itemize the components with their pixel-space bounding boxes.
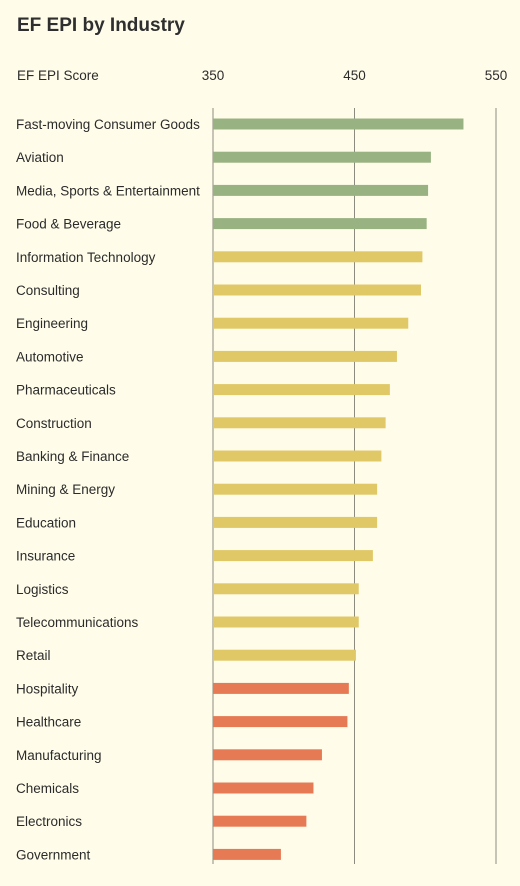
category-labels: Fast-moving Consumer Goods Aviation Media,… xyxy=(16,117,200,862)
bar xyxy=(213,251,423,263)
x-tick-label: 550 xyxy=(485,68,508,83)
category-label: Logistics xyxy=(16,582,69,597)
bar xyxy=(213,815,307,827)
bar xyxy=(213,782,314,794)
category-label: Education xyxy=(16,515,76,530)
bar xyxy=(213,384,390,396)
bars xyxy=(213,118,464,860)
category-label: Government xyxy=(16,847,91,862)
category-label: Chemicals xyxy=(16,781,79,796)
bar xyxy=(213,118,464,130)
x-tick-label: 350 xyxy=(202,68,225,83)
bar xyxy=(213,516,378,528)
bar xyxy=(213,682,349,694)
bar xyxy=(213,450,382,462)
x-axis: EF EPI Score 350 450 550 xyxy=(17,68,507,83)
category-label: Retail xyxy=(16,648,51,663)
bar xyxy=(213,616,359,628)
category-label: Electronics xyxy=(16,814,82,829)
category-label: Telecommunications xyxy=(16,615,139,630)
bar xyxy=(213,417,386,429)
bar xyxy=(213,350,397,362)
category-label: Pharmaceuticals xyxy=(16,383,116,398)
category-label: Aviation xyxy=(16,150,64,165)
category-label: Mining & Energy xyxy=(16,482,115,497)
bar xyxy=(213,218,427,230)
category-label: Consulting xyxy=(16,283,80,298)
bar xyxy=(213,151,431,163)
bar xyxy=(213,848,281,860)
category-label: Insurance xyxy=(16,549,75,564)
x-axis-label: EF EPI Score xyxy=(17,68,99,83)
category-label: Engineering xyxy=(16,316,88,331)
chart-title: EF EPI by Industry xyxy=(17,15,185,36)
category-label: Fast-moving Consumer Goods xyxy=(16,117,200,132)
category-label: Media, Sports & Entertainment xyxy=(16,183,200,198)
category-label: Healthcare xyxy=(16,715,81,730)
bar xyxy=(213,483,378,495)
bar xyxy=(213,716,348,728)
bar xyxy=(213,317,409,329)
bar xyxy=(213,550,373,562)
category-label: Hospitality xyxy=(16,681,79,696)
x-tick-label: 450 xyxy=(343,68,366,83)
bar xyxy=(213,649,356,661)
category-label: Banking & Finance xyxy=(16,449,129,464)
category-label: Information Technology xyxy=(16,250,156,265)
bar xyxy=(213,184,429,196)
bar xyxy=(213,749,322,761)
bar xyxy=(213,583,359,595)
category-label: Automotive xyxy=(16,349,84,364)
category-label: Manufacturing xyxy=(16,748,102,763)
category-label: Construction xyxy=(16,416,92,431)
bar xyxy=(213,284,422,296)
category-label: Food & Beverage xyxy=(16,217,121,232)
